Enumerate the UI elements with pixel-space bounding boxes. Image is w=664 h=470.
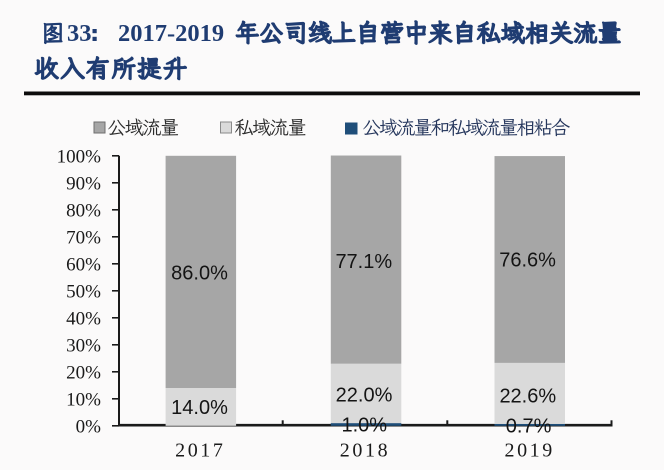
svg-text:10%: 10%: [66, 389, 101, 410]
svg-text:0.7%: 0.7%: [506, 416, 552, 438]
svg-text:2019: 2019: [504, 440, 554, 462]
svg-text:22.0%: 22.0%: [336, 384, 393, 406]
svg-text:60%: 60%: [66, 254, 101, 275]
svg-text:86.0%: 86.0%: [171, 263, 228, 285]
svg-text:77.1%: 77.1%: [335, 251, 392, 273]
svg-text:20%: 20%: [66, 362, 101, 383]
svg-text:76.6%: 76.6%: [499, 249, 556, 271]
svg-text:2017: 2017: [175, 440, 225, 462]
svg-text:50%: 50%: [66, 281, 101, 302]
svg-text:1.0%: 1.0%: [342, 415, 388, 437]
svg-text:22.6%: 22.6%: [499, 385, 556, 407]
svg-text:90%: 90%: [66, 173, 101, 194]
svg-text:40%: 40%: [66, 308, 101, 329]
svg-text:33: 33: [67, 20, 92, 47]
svg-text:80%: 80%: [66, 200, 101, 221]
svg-text:2017-2019: 2017-2019: [118, 20, 224, 47]
svg-text:2018: 2018: [340, 440, 390, 462]
svg-text:30%: 30%: [66, 335, 101, 356]
svg-text:100%: 100%: [57, 146, 102, 167]
svg-text:0%: 0%: [76, 416, 102, 437]
svg-text:70%: 70%: [66, 227, 101, 248]
svg-text:14.0%: 14.0%: [171, 397, 228, 419]
